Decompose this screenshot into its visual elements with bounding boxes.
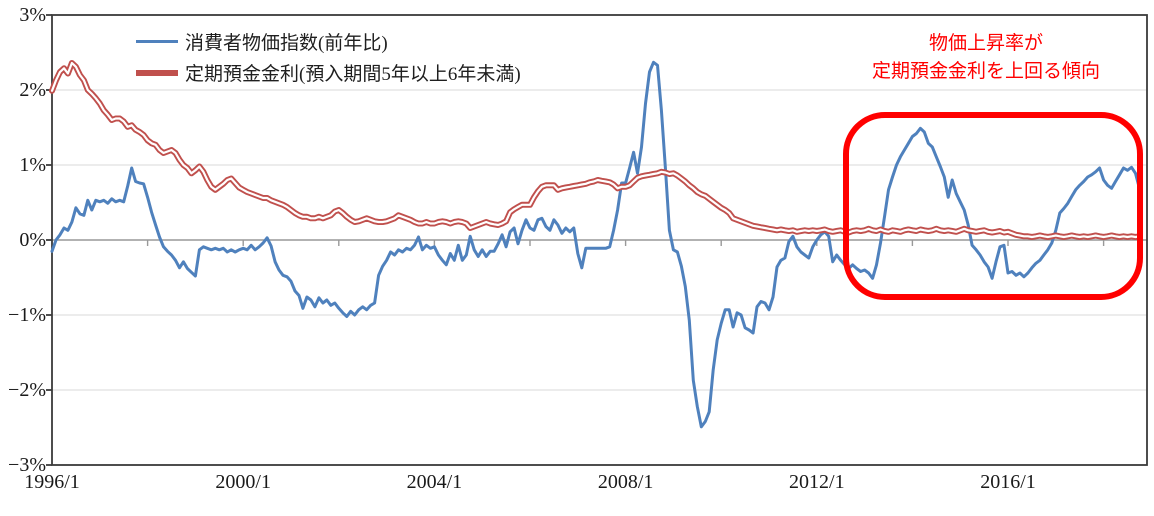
x-tick-label: 2008/1	[597, 471, 654, 493]
y-tick-label: 1%	[19, 154, 46, 176]
x-tick-label: 1996/1	[24, 471, 80, 493]
deposit-line-swatch	[136, 69, 178, 76]
highlight-box	[843, 112, 1143, 300]
cpi-line	[50, 60, 1141, 429]
cpi-line-swatch	[136, 40, 178, 43]
y-tick-label: −2%	[8, 379, 46, 401]
y-tick-label: 3%	[19, 4, 46, 26]
legend-label-deposit: 定期預金金利(預入期間5年以上6年未満)	[185, 64, 521, 85]
annotation-line-2: 定期預金金利を上回る傾向	[871, 61, 1100, 82]
legend-item-cpi: 消費者物価指数(前年比)	[136, 26, 521, 57]
x-tick-label: 2016/1	[980, 471, 1036, 493]
y-tick-label: −3%	[8, 454, 46, 476]
deposit-rate-line-inner	[50, 61, 1141, 239]
x-tick-label: 2000/1	[215, 471, 271, 493]
x-tick-label: 2012/1	[789, 471, 845, 493]
legend-item-deposit: 定期預金金利(預入期間5年以上6年未満)	[136, 57, 521, 88]
y-tick-label: 2%	[19, 79, 46, 101]
legend-label-cpi: 消費者物価指数(前年比)	[185, 33, 388, 54]
legend: 消費者物価指数(前年比) 定期預金金利(預入期間5年以上6年未満)	[136, 26, 521, 88]
x-tick-label: 2004/1	[406, 471, 463, 493]
annotation-line-1: 物価上昇率が	[928, 33, 1043, 54]
annotation-text: 物価上昇率が 定期預金金利を上回る傾向	[818, 30, 1154, 86]
y-tick-label: 0%	[19, 229, 46, 251]
y-tick-label: −1%	[8, 304, 46, 326]
